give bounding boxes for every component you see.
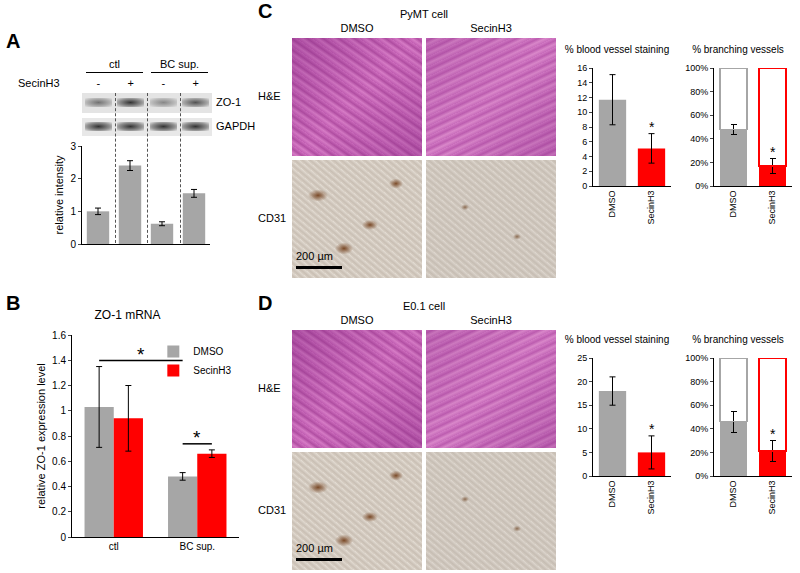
- svg-text:25: 25: [577, 353, 587, 363]
- svg-text:12: 12: [577, 93, 587, 103]
- svg-text:8: 8: [582, 122, 587, 132]
- svg-text:DMSO: DMSO: [728, 481, 738, 508]
- svg-text:0.8: 0.8: [52, 431, 66, 442]
- svg-text:0.4: 0.4: [52, 481, 66, 492]
- svg-text:15: 15: [577, 400, 587, 410]
- svg-text:14: 14: [577, 78, 587, 88]
- html-text:CD31: CD31: [258, 212, 287, 224]
- svg-text:SecinH3: SecinH3: [193, 365, 231, 376]
- html-text:B: B: [6, 292, 21, 314]
- svg-text:10: 10: [577, 424, 587, 434]
- html-text:E0.1 cell: E0.1 cell: [402, 300, 446, 312]
- svg-text:100%: 100%: [685, 353, 708, 363]
- html-text:ctl: ctl: [109, 58, 120, 70]
- svg-text:relative ZO-1 expression level: relative ZO-1 expression level: [35, 363, 47, 509]
- svg-text:0.6: 0.6: [52, 456, 66, 467]
- svg-text:10: 10: [577, 107, 587, 117]
- html-text:SecinH3: SecinH3: [470, 22, 512, 34]
- html-text:C: C: [258, 0, 273, 22]
- svg-text:40%: 40%: [690, 134, 708, 144]
- svg-text:1.4: 1.4: [52, 355, 66, 366]
- svg-text:BC sup.: BC sup.: [179, 541, 215, 552]
- svg-text:3: 3: [70, 141, 76, 152]
- html-text:CD31: CD31: [258, 504, 287, 516]
- svg-text:6: 6: [582, 137, 587, 147]
- svg-text:DMSO: DMSO: [728, 191, 738, 218]
- svg-text:% blood vessel staining: % blood vessel staining: [565, 44, 670, 55]
- svg-text:16: 16: [577, 63, 587, 73]
- svg-text:DMSO: DMSO: [193, 346, 223, 357]
- svg-text:SecinH3: SecinH3: [767, 481, 777, 515]
- svg-text:relative intensity: relative intensity: [53, 155, 65, 234]
- svg-text:ZO-1 mRNA: ZO-1 mRNA: [95, 308, 161, 322]
- svg-text:4: 4: [582, 152, 587, 162]
- html-text:DMSO: DMSO: [340, 22, 374, 34]
- svg-text:2: 2: [70, 173, 76, 184]
- svg-text:1: 1: [60, 405, 66, 416]
- svg-text:80%: 80%: [690, 87, 708, 97]
- svg-text:100%: 100%: [685, 63, 708, 73]
- svg-text:60%: 60%: [690, 110, 708, 120]
- svg-text:20%: 20%: [690, 158, 708, 168]
- html-text:ZO-1: ZO-1: [216, 96, 242, 108]
- html-text:D: D: [258, 292, 273, 314]
- svg-text:5: 5: [582, 448, 587, 458]
- svg-text:0%: 0%: [695, 181, 708, 191]
- svg-text:0%: 0%: [695, 471, 708, 481]
- svg-text:20: 20: [577, 377, 587, 387]
- svg-text:0: 0: [582, 181, 587, 191]
- svg-text:*: *: [649, 119, 655, 135]
- svg-text:*: *: [193, 427, 201, 448]
- svg-text:0: 0: [70, 239, 76, 250]
- svg-text:SecinH3: SecinH3: [646, 481, 656, 515]
- html-text:200 µm: 200 µm: [296, 542, 333, 554]
- html-text:GAPDH: GAPDH: [216, 120, 256, 132]
- html-text:SecinH3: SecinH3: [470, 314, 512, 326]
- svg-text:60%: 60%: [690, 400, 708, 410]
- html-text:PyMT cell: PyMT cell: [400, 8, 448, 20]
- svg-text:20%: 20%: [690, 448, 708, 458]
- svg-text:SecinH3: SecinH3: [767, 191, 777, 225]
- html-text:DMSO: DMSO: [340, 314, 374, 326]
- html-text:BC sup.: BC sup.: [159, 58, 200, 70]
- svg-text:1: 1: [70, 206, 76, 217]
- svg-text:1.6: 1.6: [52, 330, 66, 341]
- svg-text:*: *: [649, 421, 655, 437]
- html-text:H&E: H&E: [258, 90, 281, 102]
- svg-text:0: 0: [60, 532, 66, 543]
- svg-text:*: *: [770, 144, 776, 160]
- svg-text:ctl: ctl: [109, 541, 119, 552]
- svg-text:DMSO: DMSO: [607, 191, 617, 218]
- svg-text:1.2: 1.2: [52, 380, 66, 391]
- svg-text:2: 2: [582, 166, 587, 176]
- svg-text:*: *: [137, 344, 145, 365]
- svg-text:% blood vessel staining: % blood vessel staining: [565, 334, 670, 345]
- svg-text:0: 0: [582, 471, 587, 481]
- html-text:200 µm: 200 µm: [296, 250, 333, 262]
- html-text:A: A: [6, 30, 21, 52]
- svg-text:DMSO: DMSO: [607, 481, 617, 508]
- svg-text:*: *: [770, 426, 776, 442]
- svg-text:% branching vessels: % branching vessels: [692, 44, 784, 55]
- html-text:H&E: H&E: [258, 382, 281, 394]
- svg-text:% branching vessels: % branching vessels: [692, 334, 784, 345]
- html-text:SecinH3: SecinH3: [18, 77, 60, 89]
- svg-text:80%: 80%: [690, 377, 708, 387]
- svg-text:0.2: 0.2: [52, 506, 66, 517]
- svg-text:40%: 40%: [690, 424, 708, 434]
- svg-text:SecinH3: SecinH3: [646, 191, 656, 225]
